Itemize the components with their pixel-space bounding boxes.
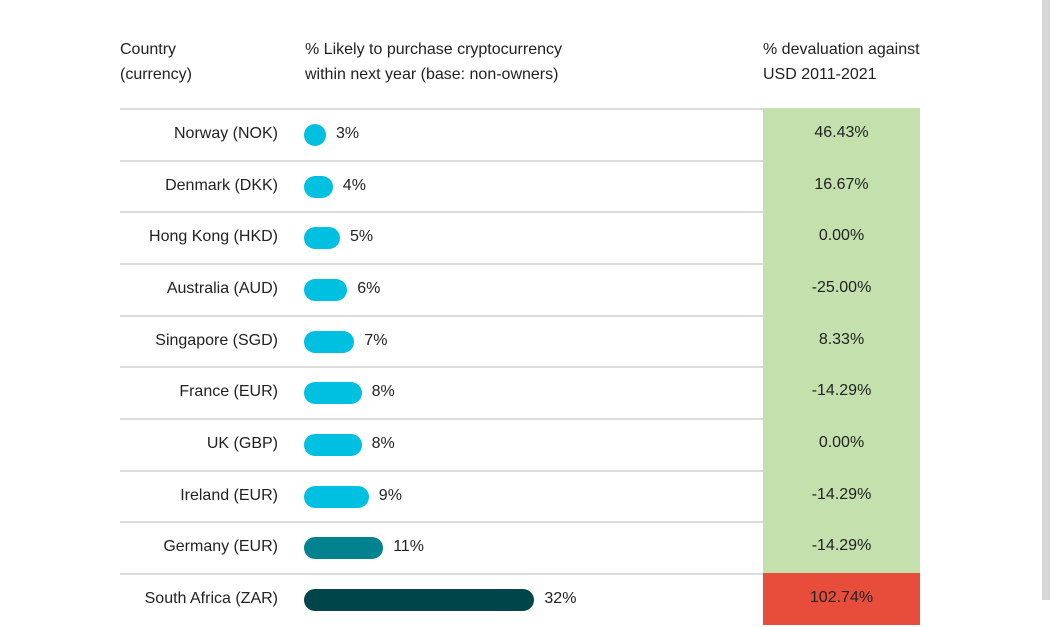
- country-label: South Africa (ZAR): [144, 590, 278, 607]
- bar-value-label: 3%: [336, 125, 360, 142]
- table-row: South Africa (ZAR) 32% 102.74%: [120, 573, 920, 627]
- bar: [304, 279, 348, 301]
- devaluation-cell: 16.67%: [763, 160, 920, 212]
- country-label: Singapore (SGD): [155, 332, 278, 349]
- table-row: Ireland (EUR) 9% -14.29%: [120, 470, 920, 524]
- page-edge-scrollbar: [1042, 0, 1050, 600]
- bar: [304, 382, 362, 404]
- header-country-line1: Country: [120, 41, 177, 58]
- bar: [304, 124, 326, 146]
- bar: [304, 176, 333, 198]
- bar: [304, 227, 340, 249]
- table-row: Singapore (SGD) 7% 8.33%: [120, 315, 920, 369]
- bar: [304, 434, 362, 456]
- header-devaluation: % devaluation against USD 2011-2021: [763, 37, 920, 87]
- country-label: Denmark (DKK): [165, 177, 278, 194]
- header-country-line2: (currency): [120, 66, 193, 83]
- header-likely-line1: % Likely to purchase cryptocurrency: [305, 41, 562, 58]
- table-row: Denmark (DKK) 4% 16.67%: [120, 160, 920, 214]
- devaluation-cell: -14.29%: [763, 366, 920, 418]
- country-label: UK (GBP): [206, 435, 278, 452]
- table-row: Norway (NOK) 3% 46.43%: [120, 108, 920, 162]
- bar-value-label: 8%: [371, 383, 395, 400]
- bar-value-label: 5%: [350, 228, 374, 245]
- bar-value-label: 8%: [371, 435, 395, 452]
- bar-value-label: 11%: [393, 538, 425, 555]
- header-country: Country (currency): [120, 37, 192, 87]
- table-row: Hong Kong (HKD) 5% 0.00%: [120, 211, 920, 265]
- header-devaluation-line2: USD 2011-2021: [763, 66, 877, 83]
- bar-value-label: 32%: [544, 590, 577, 607]
- country-label: Norway (NOK): [173, 125, 278, 142]
- country-label: Germany (EUR): [163, 538, 278, 555]
- country-label: Hong Kong (HKD): [149, 228, 278, 245]
- table-row: France (EUR) 8% -14.29%: [120, 366, 920, 420]
- bar: [304, 537, 384, 559]
- devaluation-cell: -25.00%: [763, 263, 920, 315]
- bar: [304, 486, 369, 508]
- devaluation-cell: 102.74%: [763, 573, 920, 625]
- bar-value-label: 4%: [342, 177, 366, 194]
- devaluation-cell: 0.00%: [763, 418, 920, 470]
- header-devaluation-line1: % devaluation against: [763, 41, 920, 58]
- devaluation-cell: 0.00%: [763, 211, 920, 263]
- devaluation-cell: 46.43%: [763, 108, 920, 160]
- table-row: Germany (EUR) 11% -14.29%: [120, 521, 920, 575]
- bar: [304, 589, 535, 611]
- bar-value-label: 7%: [364, 332, 388, 349]
- devaluation-cell: 8.33%: [763, 315, 920, 367]
- table-row: Australia (AUD) 6% -25.00%: [120, 263, 920, 317]
- country-label: Australia (AUD): [166, 280, 278, 297]
- header-likely: % Likely to purchase cryptocurrency with…: [305, 37, 562, 87]
- devaluation-cell: -14.29%: [763, 470, 920, 522]
- table-row: UK (GBP) 8% 0.00%: [120, 418, 920, 472]
- country-label: France (EUR): [179, 383, 278, 400]
- bar: [304, 331, 355, 353]
- country-label: Ireland (EUR): [180, 487, 278, 504]
- bar-value-label: 9%: [378, 487, 402, 504]
- header-likely-line2: within next year (base: non-owners): [305, 66, 559, 83]
- bar-value-label: 6%: [357, 280, 381, 297]
- devaluation-cell: -14.29%: [763, 521, 920, 573]
